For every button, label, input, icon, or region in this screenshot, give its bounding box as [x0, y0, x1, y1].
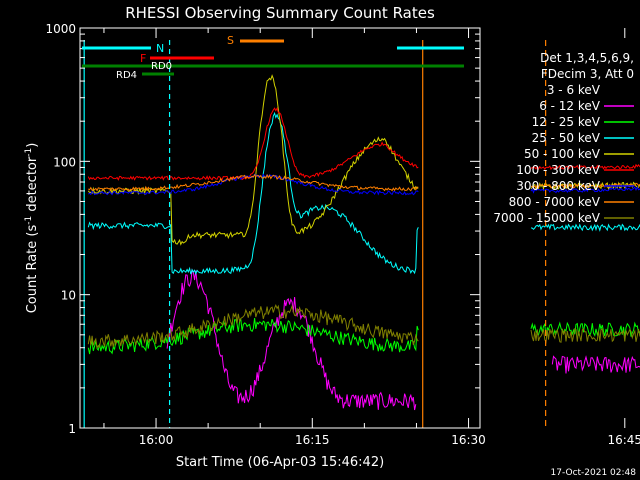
series-trace-7-seg-0 — [88, 173, 419, 192]
series-trace-7-seg-1 — [531, 182, 640, 189]
legend-label-5: 100 - 300 keV — [516, 163, 600, 177]
y-axis-label-tail: detector — [25, 156, 40, 216]
chart-title: RHESSI Observing Summary Count Rates — [125, 4, 435, 22]
night-flag-label: N — [156, 42, 164, 55]
series-trace-6-seg-1 — [530, 186, 640, 194]
legend: Det 1,3,4,5,6,9, FDecim 3, Att 0 3 - 6 k… — [493, 51, 634, 225]
series-trace-0 — [166, 294, 416, 409]
series-trace-1 — [166, 268, 417, 411]
series-trace-2-seg-1 — [530, 321, 640, 337]
series-trace-8-seg-0 — [87, 304, 419, 350]
timestamp: 17-Oct-2021 02:48 — [551, 468, 637, 478]
y-axis-label-end: ) — [25, 143, 40, 148]
y-tick-label-1: 10 — [61, 289, 76, 303]
series-trace-4-seg-0 — [87, 74, 419, 246]
rd0-flag-label: RD0 — [151, 61, 172, 72]
legend-label-6: 300 - 800 keV — [516, 179, 600, 193]
x-tick-label-0: 16:00 — [139, 433, 174, 447]
legend-label-4: 50 - 100 keV — [524, 147, 601, 161]
series-trace-8-seg-1 — [530, 327, 640, 344]
legend-label-7: 800 - 7000 keV — [509, 195, 601, 209]
x-tick-label-1: 16:15 — [295, 433, 330, 447]
legend-label-0: 3 - 6 keV — [547, 83, 601, 97]
legend-label-2: 12 - 25 keV — [532, 115, 601, 129]
y-tick-label-0: 1 — [68, 422, 76, 436]
legend-label-1: 6 - 12 keV — [539, 99, 601, 113]
x-axis-label: Start Time (06-Apr-03 15:46:42) — [176, 455, 384, 470]
series-trace-5-seg-0 — [87, 107, 419, 181]
y-axis-label-main: Count Rate (s — [25, 225, 40, 314]
flare-flag-label: F — [140, 52, 146, 65]
saa-flag-label: S — [227, 34, 234, 47]
x-tick-label-3: 16:45 — [607, 433, 640, 447]
series-trace-5-seg-1 — [530, 163, 640, 171]
rd4-flag-label: RD4 — [116, 70, 137, 81]
series-trace-1 — [551, 355, 640, 374]
y-tick-label-2: 100 — [53, 155, 76, 169]
legend-header-2: FDecim 3, Att 0 — [541, 67, 634, 81]
series-trace-4-seg-1 — [530, 181, 640, 191]
legend-label-3: 25 - 50 keV — [532, 131, 601, 145]
plot-frame — [79, 27, 481, 429]
y-axis-label-sup2: -1 — [24, 148, 34, 157]
series-trace-3-seg-0 — [87, 111, 419, 276]
flag-bars: N F RD0 RD4 S — [82, 34, 464, 81]
series-trace-2-seg-0 — [87, 318, 419, 355]
y-tick-label-3: 1000 — [45, 22, 76, 36]
legend-header-1: Det 1,3,4,5,6,9, — [540, 51, 634, 65]
x-tick-label-2: 16:30 — [451, 433, 486, 447]
y-axis-label-sup: -1 — [24, 216, 34, 225]
series-trace-3-seg-1 — [530, 223, 640, 232]
y-axis-label: Count Rate (s-1 detector-1) — [24, 143, 40, 314]
data-layer — [83, 40, 640, 428]
legend-label-8: 7000 - 15000 keV — [493, 211, 600, 225]
series-trace-0 — [551, 413, 640, 422]
